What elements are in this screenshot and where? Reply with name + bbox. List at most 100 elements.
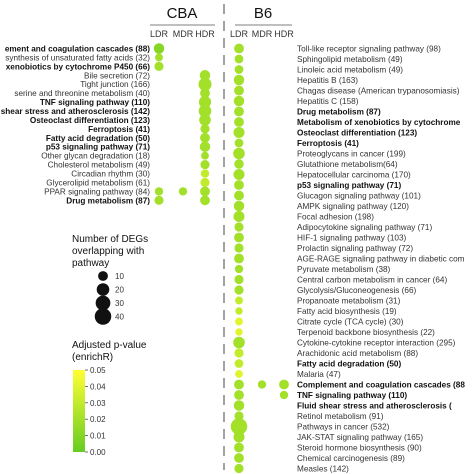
- b6-point-ldr: [234, 159, 244, 169]
- b6-point-ldr: [233, 336, 245, 349]
- b6-row-label: Pathways in cancer (532): [297, 423, 390, 432]
- cba-point-hdr: [200, 88, 210, 99]
- cba-point-mdr: [178, 187, 188, 196]
- b6-point-ldr: [234, 232, 244, 243]
- col-label-b6-ldr: LDR: [230, 29, 249, 39]
- b6-row-label: Arachidonic acid metabolism (88): [297, 349, 418, 358]
- b6-row-label: AMPK signaling pathway (120): [297, 202, 409, 211]
- color-legend-title-2: (enrichR): [72, 352, 113, 363]
- cba-row-label: synthesis of unsaturated fatty acids (32…: [5, 53, 150, 62]
- b6-point-ldr: [234, 411, 244, 421]
- b6-point-ldr: [234, 43, 244, 54]
- b6-point-ldr: [234, 65, 244, 74]
- b6-row-label: Central carbon metabolism in cancer (64): [297, 276, 447, 285]
- cba-row-label: PPAR signaling pathway (84): [44, 187, 150, 196]
- b6-row-label: Propanoate metabolism (31): [297, 297, 401, 306]
- cba-row-label: xenobiotics by cytochrome P450 (66): [6, 62, 151, 71]
- cba-row-label: Ferroptosis (41): [88, 125, 150, 134]
- b6-point-ldr: [233, 400, 245, 411]
- b6-row-label: Fatty acid degradation (50): [297, 360, 401, 369]
- size-legend-label: 10: [115, 272, 124, 281]
- b6-row-label: Malaria (47): [297, 370, 341, 379]
- b6-row-label: Proteoglycans in cancer (199): [297, 150, 406, 159]
- col-label-cba-mdr: MDR: [173, 29, 194, 39]
- cba-point-hdr: [200, 186, 210, 197]
- color-legend-tick-label: 0.00: [90, 448, 106, 457]
- b6-row-label: Glycolysis/Gluconeogenesis (66): [297, 286, 416, 295]
- cba-point-hdr: [200, 124, 210, 134]
- size-legend-label: 30: [115, 299, 124, 308]
- cba-point-hdr: [200, 160, 210, 170]
- b6-row-label: Drug metabolism (87): [297, 108, 381, 117]
- b6-point-ldr: [233, 210, 245, 223]
- b6-point-ldr: [234, 117, 244, 127]
- b6-row-label: AGE-RAGE signaling pathway in diabetic c…: [297, 255, 465, 264]
- b6-row-label: Chemical carcinogenesis (89): [297, 454, 405, 463]
- b6-row-label: Osteoclast differentiation (123): [297, 129, 417, 138]
- b6-point-ldr: [233, 126, 245, 139]
- b6-point-ldr: [235, 370, 243, 378]
- cba-row-label: Circadian rhythm (30): [71, 170, 150, 179]
- b6-row-label: Steroid hormone biosynthesis (90): [297, 444, 422, 453]
- b6-row-label: Citrate cycle (TCA cycle) (30): [297, 318, 404, 327]
- cba-row-label: Other glycan degradation (18): [41, 152, 150, 161]
- size-legend-title-2: overlapping with: [72, 246, 144, 257]
- b6-point-ldr: [234, 222, 244, 232]
- cba-row-label: Cholesterol metabolism (49): [48, 161, 151, 170]
- b6-point-ldr: [234, 253, 244, 264]
- b6-point-ldr: [235, 328, 243, 336]
- color-legend-bar: [73, 370, 85, 452]
- size-legend-dot: [96, 283, 110, 296]
- color-legend: Adjusted p-value (enrichR) 0.050.040.030…: [72, 340, 147, 457]
- cba-point-hdr: [198, 96, 212, 109]
- color-legend-tick-label: 0.02: [90, 415, 106, 424]
- b6-row-label: Metabolism of xenobiotics by cytochrome: [297, 118, 461, 127]
- cba-row-label: serine and threonine metabolism (40): [14, 89, 150, 98]
- color-legend-tick-label: 0.03: [90, 399, 106, 408]
- b6-row-label: HIF-1 signaling pathway (103): [297, 234, 406, 243]
- size-legend-title-3: pathway: [72, 258, 109, 269]
- b6-point-ldr: [234, 274, 244, 285]
- b6-point-ldr: [233, 200, 245, 212]
- cba-rows: ement and coagulation cascades (88)synth…: [1, 43, 212, 205]
- color-legend-ticks: 0.05 0.04 0.03 0.02 0.01 0.00: [85, 366, 106, 457]
- b6-row-label: Pyruvate metabolism (38): [297, 265, 391, 274]
- b6-point-ldr: [234, 390, 244, 400]
- b6-row-label: Measles (142): [297, 465, 349, 474]
- b6-row-label: Fatty acid biosynthesis (19): [297, 307, 397, 316]
- cba-point-hdr: [200, 169, 210, 178]
- b6-row-label: TNF signaling pathway (110): [297, 391, 407, 400]
- cba-row-label: Drug metabolism (87): [66, 196, 150, 205]
- b6-point-ldr: [235, 296, 243, 305]
- b6-row-label: p53 signaling pathway (71): [297, 181, 401, 190]
- b6-row-label: Complement and coagulation cascades (88: [297, 381, 465, 390]
- b6-row-label: Linoleic acid metabolism (49): [297, 66, 403, 75]
- b6-row-label: Cytokine-cytokine receptor interaction (…: [297, 339, 456, 348]
- col-label-b6-mdr: MDR: [252, 29, 273, 39]
- cba-row-label: ement and coagulation cascades (88): [5, 45, 150, 54]
- size-legend: Number of DEGs overlapping with pathway …: [72, 234, 148, 325]
- cba-row-label: Tight junction (166): [80, 80, 150, 89]
- b6-row-label: Glucagon signaling pathway (101): [297, 192, 421, 201]
- cba-row-label: shear stress and atherosclerosis (142): [1, 107, 151, 116]
- cba-point-ldr: [155, 53, 163, 62]
- size-legend-dot: [95, 295, 111, 311]
- panel-title-b6: B6: [254, 5, 272, 22]
- b6-row-label: Ferroptosis (41): [297, 139, 359, 148]
- cba-row-label: p53 signaling pathway (71): [46, 143, 150, 152]
- size-legend-title-1: Number of DEGs: [72, 234, 148, 245]
- cba-point-hdr: [198, 104, 212, 118]
- color-legend-tick-label: 0.01: [90, 432, 106, 441]
- cba-row-label: TNF signaling pathway (110): [40, 98, 150, 107]
- b6-rows: Toll-like receptor signaling pathway (98…: [230, 43, 465, 474]
- b6-point-ldr: [235, 317, 243, 326]
- cba-point-hdr: [200, 195, 210, 206]
- b6-row-label: Toll-like receptor signaling pathway (98…: [297, 45, 441, 54]
- cba-point-ldr: [153, 43, 165, 54]
- b6-point-ldr: [234, 348, 244, 358]
- b6-point-ldr: [234, 138, 244, 148]
- cba-point-hdr: [198, 77, 212, 91]
- color-legend-title-1: Adjusted p-value: [72, 340, 147, 351]
- b6-point-ldr: [233, 147, 245, 160]
